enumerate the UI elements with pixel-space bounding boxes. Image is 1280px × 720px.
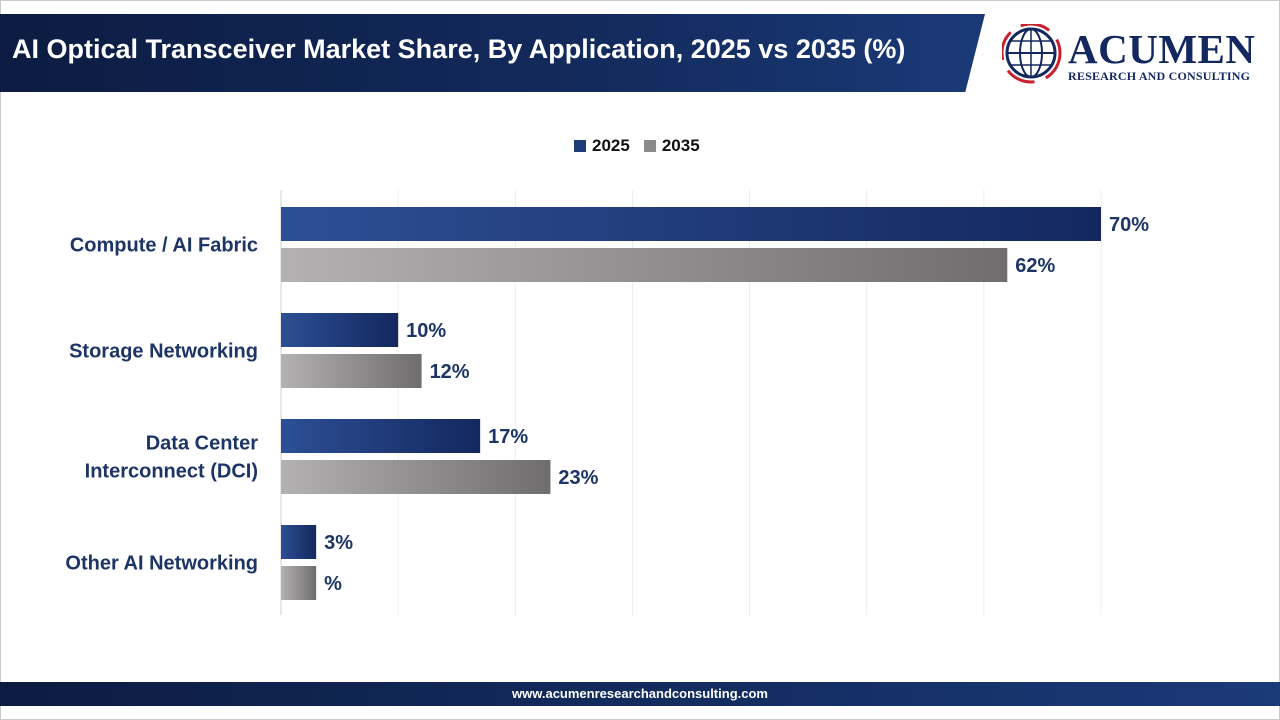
- bar-2035: [281, 248, 1008, 282]
- bar-2025: [281, 207, 1101, 241]
- bar-2035: [281, 566, 317, 600]
- bar-2035: [281, 354, 422, 388]
- acumen-logo: ACUMEN RESEARCH AND CONSULTING: [1000, 20, 1270, 90]
- bar-2025: [281, 313, 399, 347]
- data-label: 17%: [488, 426, 528, 448]
- bar-2025: [281, 525, 317, 559]
- legend-swatch-2035: [643, 140, 656, 152]
- category-label: Storage Networking: [69, 341, 258, 363]
- data-label: 12%: [430, 361, 470, 383]
- legend-label-2035: 2035: [661, 136, 700, 155]
- legend-item-2025: 2025: [574, 136, 630, 156]
- data-label: 10%: [406, 320, 446, 342]
- data-label: %: [324, 573, 342, 595]
- category-label: Other AI Networking: [65, 553, 258, 575]
- data-label: 70%: [1109, 214, 1149, 236]
- category-label: Compute / AI Fabric: [70, 235, 258, 257]
- data-label: 23%: [558, 467, 598, 489]
- chart-title: AI Optical Transceiver Market Share, By …: [12, 34, 906, 64]
- title-banner: AI Optical Transceiver Market Share, By …: [0, 14, 985, 92]
- legend-label-2025: 2025: [592, 136, 630, 155]
- globe-icon: [1002, 24, 1062, 84]
- footer-url[interactable]: www.acumenresearchandconsulting.com: [512, 686, 768, 701]
- legend-swatch-2025: [574, 140, 586, 152]
- logo-tagline: RESEARCH AND CONSULTING: [1068, 69, 1251, 83]
- category-label: Data Center Interconnect (DCI): [85, 433, 259, 483]
- chart-legend: 2025 2035: [574, 135, 714, 157]
- data-label: 62%: [1015, 255, 1055, 277]
- legend-item-2035: 2035: [643, 136, 700, 156]
- logo-wordmark: ACUMEN: [1068, 26, 1256, 72]
- bar-2025: [281, 419, 481, 453]
- footer-bar: www.acumenresearchandconsulting.com: [0, 682, 1280, 706]
- bar-2035: [281, 460, 551, 494]
- data-label: 3%: [324, 532, 353, 554]
